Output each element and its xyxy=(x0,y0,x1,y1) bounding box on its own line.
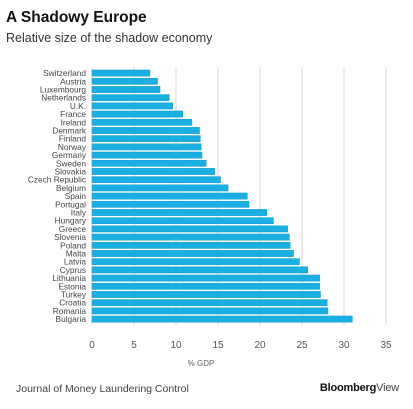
bar xyxy=(92,86,160,92)
brand-logo: BloombergView xyxy=(320,382,399,394)
source-note: Journal of Money Laundering Control xyxy=(16,383,189,395)
bars xyxy=(92,70,352,322)
bar xyxy=(92,250,294,256)
bar xyxy=(92,291,320,297)
x-tick-label: 30 xyxy=(338,340,350,351)
bar xyxy=(92,152,202,158)
x-tick-label: 20 xyxy=(254,340,266,351)
bar xyxy=(92,144,201,150)
bar xyxy=(92,127,200,133)
bar xyxy=(92,267,308,273)
x-tick-label: 10 xyxy=(170,340,182,351)
bar xyxy=(92,209,267,215)
brand-part2: View xyxy=(376,382,399,394)
bar xyxy=(92,259,299,265)
bar xyxy=(92,160,206,166)
x-tick-label: 35 xyxy=(380,340,392,351)
bar xyxy=(92,103,173,109)
x-tick-label: 0 xyxy=(89,340,95,351)
bar xyxy=(92,177,221,183)
bar xyxy=(92,111,183,117)
bar xyxy=(92,234,289,240)
bar xyxy=(92,242,290,248)
bar xyxy=(92,308,328,314)
bar xyxy=(92,218,273,224)
x-tick-labels: 0 5 10 15 20 25 30 35 xyxy=(89,340,392,351)
bar xyxy=(92,136,200,142)
x-tick-label: 5 xyxy=(131,340,137,351)
bar xyxy=(92,95,169,101)
bar xyxy=(92,226,288,232)
bar xyxy=(92,300,327,306)
category-labels: SwitzerlandAustriaLuxembourgNetherlandsU… xyxy=(28,68,87,324)
bar xyxy=(92,275,320,281)
x-axis-label: % GDP xyxy=(188,359,215,368)
bar xyxy=(92,193,247,199)
bar xyxy=(92,185,228,191)
bar xyxy=(92,316,352,322)
bar xyxy=(92,201,249,207)
bar xyxy=(92,168,215,174)
bar xyxy=(92,119,192,125)
x-tick-label: 15 xyxy=(212,340,224,351)
brand-part1: Bloomberg xyxy=(320,382,376,394)
bar xyxy=(92,283,320,289)
bar xyxy=(92,78,158,84)
category-label: Bulgaria xyxy=(56,314,87,324)
x-tick-label: 25 xyxy=(296,340,308,351)
bar xyxy=(92,70,150,76)
